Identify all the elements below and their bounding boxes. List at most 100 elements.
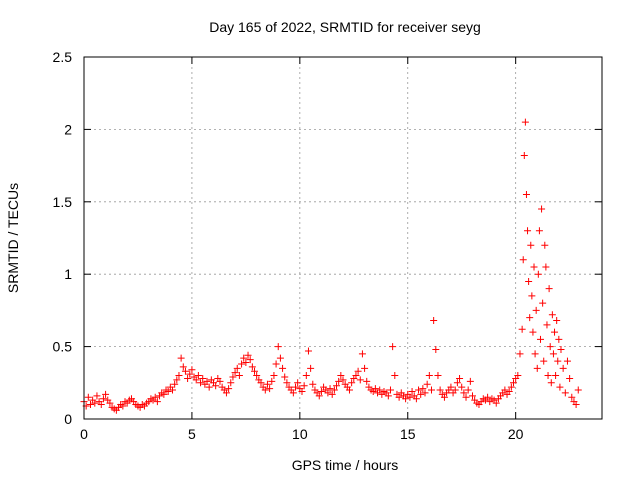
data-point (453, 379, 461, 387)
data-point (434, 372, 442, 380)
chart-title: Day 165 of 2022, SRMTID for receiver sey… (209, 19, 481, 35)
data-point (199, 374, 207, 382)
data-point (561, 389, 569, 397)
data-point (389, 343, 397, 351)
data-point (335, 377, 343, 385)
data-point (300, 382, 308, 390)
data-point (415, 386, 423, 394)
data-point (233, 364, 241, 372)
data-point (263, 380, 271, 388)
x-tick-label: 5 (188, 426, 196, 442)
data-point (572, 401, 580, 409)
data-point (386, 386, 394, 394)
data-point (540, 357, 548, 365)
data-point (86, 401, 94, 409)
data-point (538, 205, 546, 213)
data-point (466, 377, 474, 385)
data-point (551, 328, 559, 336)
data-point (507, 383, 515, 391)
data-point (528, 292, 536, 300)
data-point (181, 367, 189, 375)
data-point (298, 387, 306, 395)
data-point (547, 379, 555, 387)
data-point (179, 363, 187, 371)
axis-ticks: 0 5 10 15 20 0 0.5 1 1.5 2 2.5 (53, 49, 602, 442)
data-point (283, 379, 291, 387)
data-point (328, 390, 336, 398)
grid-lines (84, 57, 602, 419)
data-points (80, 118, 582, 414)
data-point (168, 386, 176, 394)
data-point (266, 385, 274, 393)
data-point (281, 373, 289, 381)
data-point (391, 372, 399, 380)
data-point (484, 393, 492, 401)
data-point (235, 372, 243, 380)
data-point (568, 393, 576, 401)
data-point (521, 118, 529, 126)
data-point (543, 321, 551, 329)
y-tick-label: 1 (64, 266, 72, 282)
data-point (430, 317, 438, 325)
data-point (184, 374, 192, 382)
data-point (248, 363, 256, 371)
data-point (408, 387, 416, 395)
data-point (93, 392, 101, 400)
data-point (423, 380, 431, 388)
data-point (151, 393, 159, 401)
data-point (257, 379, 265, 387)
data-point (554, 357, 562, 365)
y-tick-label: 2.5 (53, 49, 73, 65)
data-point (238, 360, 246, 368)
data-point (559, 364, 567, 372)
y-tick-label: 2 (64, 121, 72, 137)
data-point (225, 385, 233, 393)
data-point (451, 386, 459, 394)
data-point (514, 372, 522, 380)
data-point (186, 370, 194, 378)
data-point (566, 374, 574, 382)
y-tick-label: 0 (64, 411, 72, 427)
data-point (354, 367, 362, 375)
data-point (549, 350, 557, 358)
data-point (309, 380, 317, 388)
data-point (222, 389, 230, 397)
data-point (356, 376, 364, 384)
data-point (304, 347, 312, 355)
data-point (352, 372, 360, 380)
data-point (541, 241, 549, 249)
plot-frame (83, 56, 603, 420)
data-point (91, 399, 99, 407)
data-point (371, 385, 379, 393)
data-point (203, 377, 211, 385)
data-point (302, 372, 310, 380)
y-tick-label: 0.5 (53, 339, 73, 355)
data-point (546, 343, 554, 351)
data-point (456, 374, 464, 382)
data-point (246, 356, 254, 364)
data-point (363, 377, 371, 385)
data-point (229, 373, 237, 381)
data-point (534, 270, 542, 278)
data-point (524, 227, 532, 235)
data-point (106, 399, 114, 407)
data-point (212, 382, 220, 390)
data-point (533, 364, 541, 372)
data-point (276, 354, 284, 362)
data-point (563, 357, 571, 365)
data-point (99, 395, 107, 403)
data-point (279, 364, 287, 372)
data-point (205, 383, 213, 391)
data-point (289, 389, 297, 397)
data-point (574, 386, 582, 394)
data-point (557, 345, 565, 353)
data-point (384, 392, 392, 400)
data-point (240, 354, 248, 362)
data-point (492, 399, 500, 407)
data-point (242, 359, 250, 367)
data-point (555, 335, 563, 343)
data-point (531, 350, 539, 358)
data-point (505, 387, 513, 395)
data-point (339, 376, 347, 384)
y-axis-label: SRMTID / TECUs (5, 183, 21, 293)
